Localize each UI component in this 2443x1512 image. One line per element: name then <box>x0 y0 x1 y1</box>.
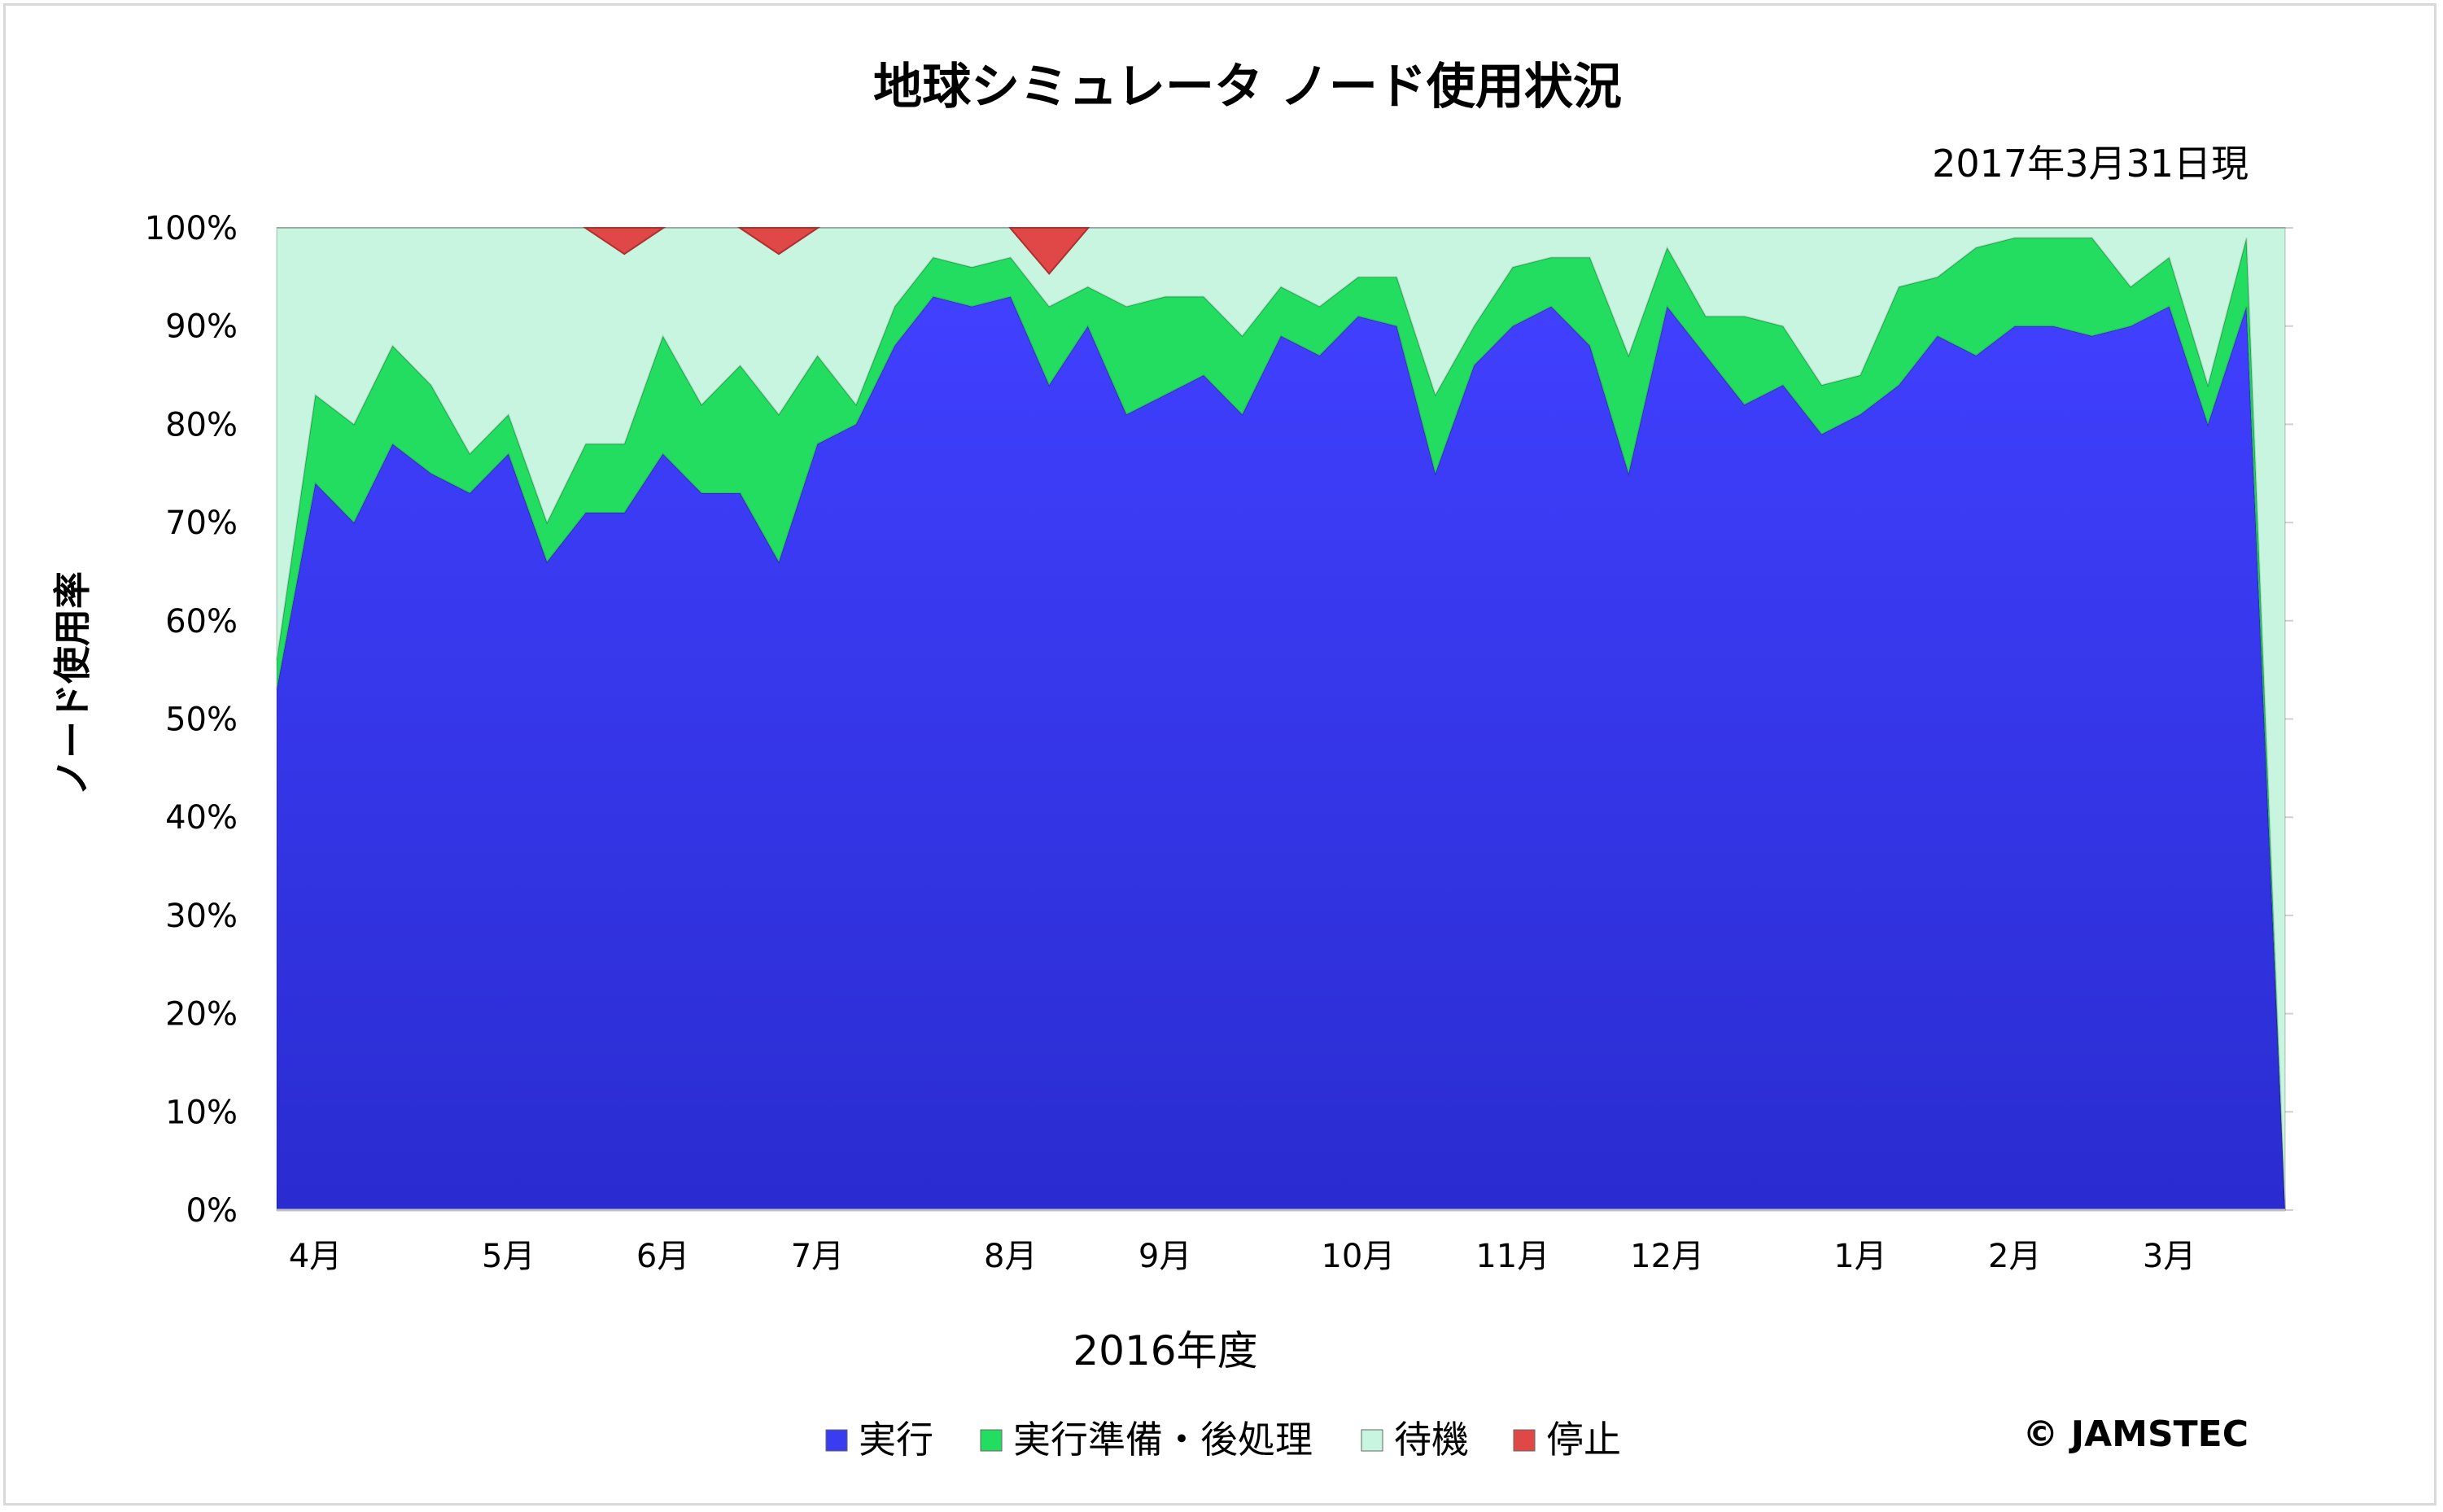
y-tick-label: 10% <box>165 1094 238 1131</box>
legend-swatch <box>825 1429 848 1452</box>
x-tick-label: 7月 <box>791 1238 844 1275</box>
x-tick-label: 1月 <box>1833 1238 1886 1275</box>
y-axis-ticks: 0% 10% 20% 30% 40% 50% 60% 70% 80% 90% 100% <box>145 210 238 1230</box>
y-tick-label: 80% <box>165 406 238 444</box>
chart-subtitle: 2017年3月31日現 <box>1932 142 2249 186</box>
x-tick-label: 5月 <box>482 1238 535 1275</box>
x-tick-label: 11月 <box>1475 1238 1549 1275</box>
x-tick-label: 10月 <box>1321 1238 1395 1275</box>
x-tick-label: 8月 <box>984 1238 1037 1275</box>
y-tick-label: 100% <box>145 210 238 247</box>
stop-event-marker <box>736 227 821 256</box>
legend-swatch <box>980 1429 1003 1452</box>
x-tick-label: 9月 <box>1138 1238 1191 1275</box>
x-tick-label: 2月 <box>1988 1238 2041 1275</box>
y-axis-title: ノード使用率 <box>50 571 94 796</box>
x-tick-label: 6月 <box>636 1238 689 1275</box>
x-tick-label: 3月 <box>2143 1238 2196 1275</box>
chart-frame <box>3 3 2436 1505</box>
y-tick-label: 90% <box>165 308 238 346</box>
y-tick-label: 40% <box>165 799 238 837</box>
x-axis-title: 2016年度 <box>1073 1327 1257 1374</box>
y-tick-label: 50% <box>165 701 238 739</box>
copyright: © JAMSTEC <box>2022 1414 2249 1455</box>
legend-label: 実行準備・後処理 <box>1013 1418 1313 1462</box>
x-axis-ticks: 4月 5月 6月 7月 8月 9月 10月 11月 12月 1月 2月 3月 <box>289 1238 2196 1275</box>
x-tick-label: 12月 <box>1630 1238 1704 1275</box>
y-tick-label: 60% <box>165 603 238 640</box>
y-tick-label: 30% <box>165 898 238 935</box>
chart-title: 地球シミュレータ ノード使用状況 <box>873 59 1622 116</box>
y-tick-label: 0% <box>186 1192 238 1230</box>
stop-event-marker <box>1008 227 1090 275</box>
legend-label: 停止 <box>1546 1418 1621 1462</box>
legend-swatch <box>1361 1429 1383 1452</box>
y-tick-label: 70% <box>165 505 238 542</box>
legend: 実行 実行準備・後処理 待機 停止 <box>825 1418 1621 1462</box>
legend-swatch <box>1513 1429 1536 1452</box>
y-tick-label: 20% <box>165 996 238 1033</box>
legend-label: 実行 <box>859 1418 933 1462</box>
legend-label: 待機 <box>1394 1418 1469 1462</box>
x-tick-label: 4月 <box>289 1238 342 1275</box>
plot-area <box>276 227 2287 1212</box>
stop-event-marker <box>582 227 666 256</box>
